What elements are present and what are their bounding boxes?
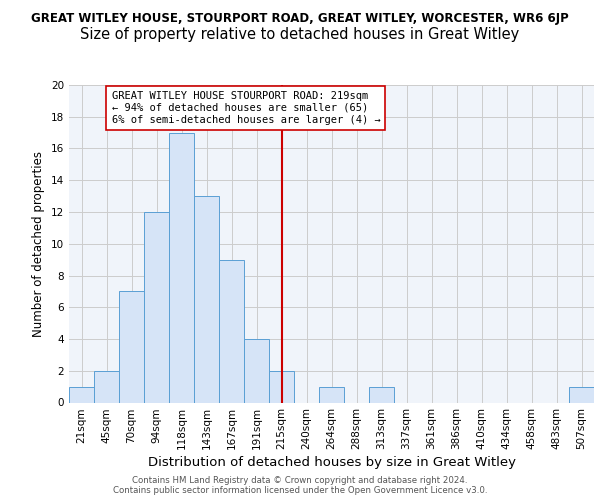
Text: GREAT WITLEY HOUSE, STOURPORT ROAD, GREAT WITLEY, WORCESTER, WR6 6JP: GREAT WITLEY HOUSE, STOURPORT ROAD, GREA… (31, 12, 569, 25)
Y-axis label: Number of detached properties: Number of detached properties (32, 151, 46, 337)
Bar (319, 386, 344, 402)
Text: Contains HM Land Registry data © Crown copyright and database right 2024.
Contai: Contains HM Land Registry data © Crown c… (113, 476, 487, 495)
Bar (219, 260, 244, 402)
Bar (244, 339, 269, 402)
Text: Size of property relative to detached houses in Great Witley: Size of property relative to detached ho… (80, 28, 520, 42)
Bar (94, 371, 119, 402)
Bar (119, 292, 144, 403)
Bar (194, 196, 219, 402)
Bar (269, 371, 294, 402)
Bar (144, 212, 169, 402)
Bar (569, 386, 594, 402)
Bar (69, 386, 94, 402)
X-axis label: Distribution of detached houses by size in Great Witley: Distribution of detached houses by size … (148, 456, 515, 469)
Bar (169, 132, 194, 402)
Bar (369, 386, 394, 402)
Text: GREAT WITLEY HOUSE STOURPORT ROAD: 219sqm
← 94% of detached houses are smaller (: GREAT WITLEY HOUSE STOURPORT ROAD: 219sq… (112, 92, 380, 124)
